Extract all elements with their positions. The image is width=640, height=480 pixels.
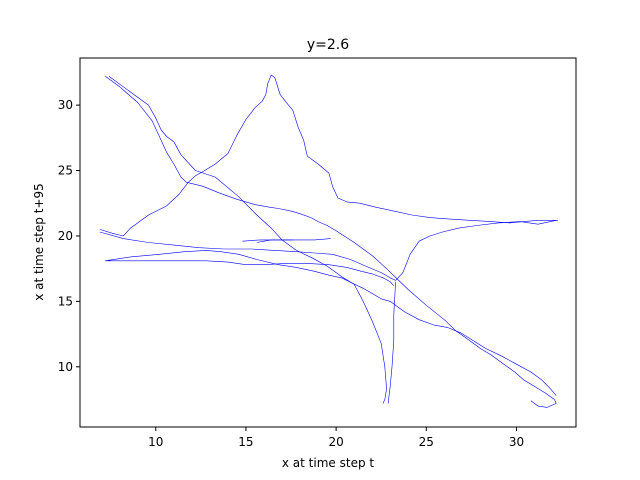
y-tick-label: 30 <box>58 98 73 112</box>
x-tick-label: 20 <box>328 435 343 449</box>
trajectory-line-3 <box>99 74 558 237</box>
y-axis-label: x at time step t+95 <box>32 183 46 301</box>
y-tick-label: 15 <box>58 294 73 308</box>
trajectory-line-7 <box>388 281 396 404</box>
trajectory-line-6 <box>105 260 395 286</box>
x-axis-label: x at time step t <box>282 456 374 470</box>
trajectory-line-9 <box>256 239 293 243</box>
y-axis: 10 15 20 25 30 <box>58 98 80 374</box>
x-tick-label: 25 <box>419 435 434 449</box>
plot-lines <box>99 74 558 408</box>
y-tick-label: 20 <box>58 229 73 243</box>
x-tick-label: 10 <box>148 435 163 449</box>
y-tick-label: 25 <box>58 164 73 178</box>
y-tick-label: 10 <box>58 360 73 374</box>
trajectory-line-4 <box>99 220 557 281</box>
x-axis: 10 15 20 25 30 <box>148 427 524 449</box>
trajectory-line-5 <box>105 250 557 396</box>
x-tick-label: 15 <box>238 435 253 449</box>
trajectory-line-2 <box>108 76 387 404</box>
plot-frame <box>79 57 577 428</box>
x-tick-label: 30 <box>509 435 524 449</box>
trajectory-line-1 <box>105 76 557 408</box>
chart-title: y=2.6 <box>307 37 349 53</box>
